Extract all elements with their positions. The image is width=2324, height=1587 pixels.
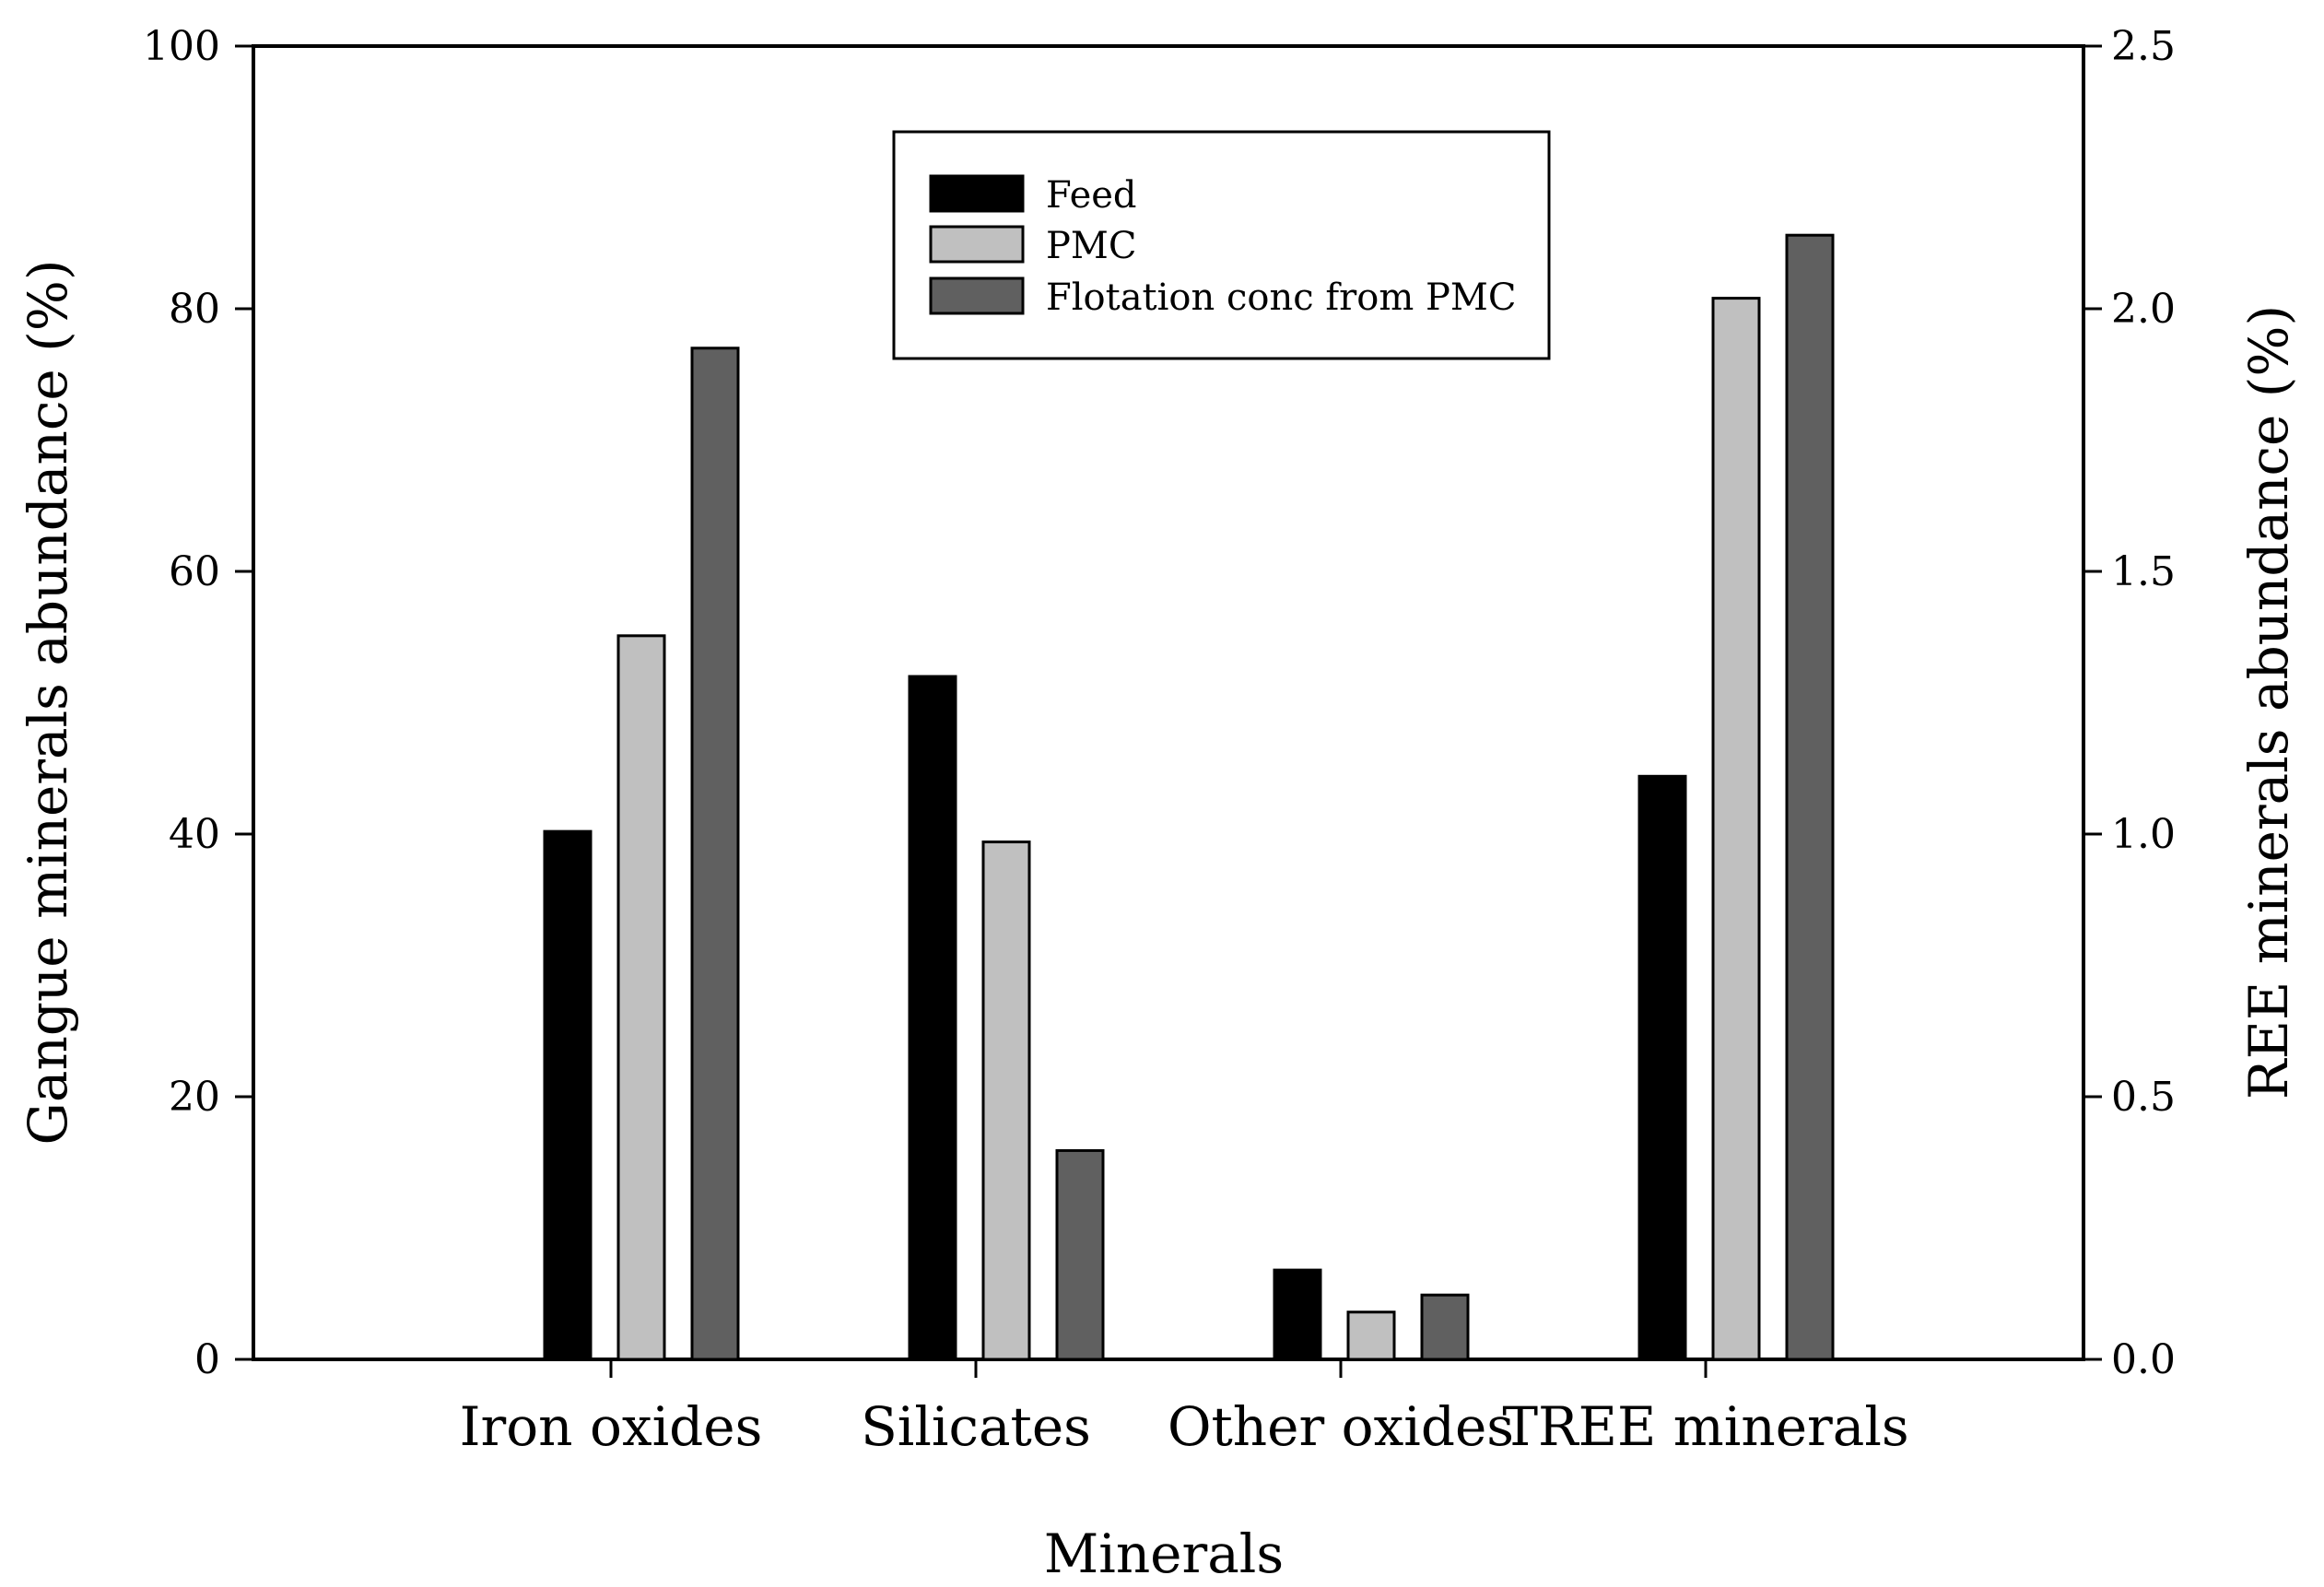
x-tick-label: Iron oxides xyxy=(460,1395,763,1458)
right-y-tick-label: 2.5 xyxy=(2111,23,2176,70)
x-tick-label: Other oxides xyxy=(1168,1395,1514,1458)
legend-label-pmc: PMC xyxy=(1046,225,1136,267)
legend-swatch-pmc xyxy=(929,225,1025,264)
left-y-tick-label: 80 xyxy=(169,286,220,333)
left-y-tick-label: 0 xyxy=(194,1336,220,1383)
bar xyxy=(616,634,666,1361)
right-y-tick-label: 0.0 xyxy=(2111,1336,2176,1383)
bar xyxy=(543,829,593,1361)
right-y-axis-title: REE minerals abundance (%) xyxy=(2237,305,2300,1099)
x-tick-label: TREE minerals xyxy=(1502,1395,1908,1458)
plot-frame xyxy=(252,44,2085,1361)
legend-label-flotation: Flotation conc from PMC xyxy=(1046,276,1516,319)
x-axis-title: Minerals xyxy=(1044,1522,1284,1585)
legend: Feed PMC Flotation conc from PMC xyxy=(892,130,1551,360)
right-y-tick-label: 2.0 xyxy=(2111,286,2176,333)
right-y-tick-label: 1.5 xyxy=(2111,548,2176,595)
bar xyxy=(1711,297,1761,1361)
bars xyxy=(543,233,1835,1361)
left-y-tick-label: 100 xyxy=(143,23,220,70)
right-y-tick-label: 1.0 xyxy=(2111,811,2176,858)
left-y-tick-label: 20 xyxy=(169,1074,220,1121)
legend-swatch-feed xyxy=(929,174,1025,213)
left-y-axis: 0 20 40 60 80 100 xyxy=(143,23,253,1383)
bar xyxy=(1637,774,1687,1361)
left-y-axis-title: Gangue minerals abundance (%) xyxy=(17,260,79,1146)
right-y-tick-label: 0.5 xyxy=(2111,1074,2176,1121)
left-y-tick-label: 60 xyxy=(169,548,220,595)
bar xyxy=(1273,1268,1322,1361)
right-y-axis: 0.0 0.5 1.0 1.5 2.0 2.5 xyxy=(2083,23,2176,1383)
legend-swatch-flotation xyxy=(929,276,1025,315)
bar xyxy=(690,347,740,1361)
left-y-tick-label: 40 xyxy=(169,811,220,858)
bar xyxy=(1785,233,1835,1361)
legend-label-feed: Feed xyxy=(1046,174,1137,217)
bar xyxy=(1420,1293,1470,1361)
bar xyxy=(908,675,957,1361)
bar xyxy=(1055,1148,1105,1361)
bar xyxy=(981,841,1031,1361)
x-tick-label: Silicates xyxy=(861,1395,1091,1458)
bar xyxy=(1346,1311,1396,1361)
